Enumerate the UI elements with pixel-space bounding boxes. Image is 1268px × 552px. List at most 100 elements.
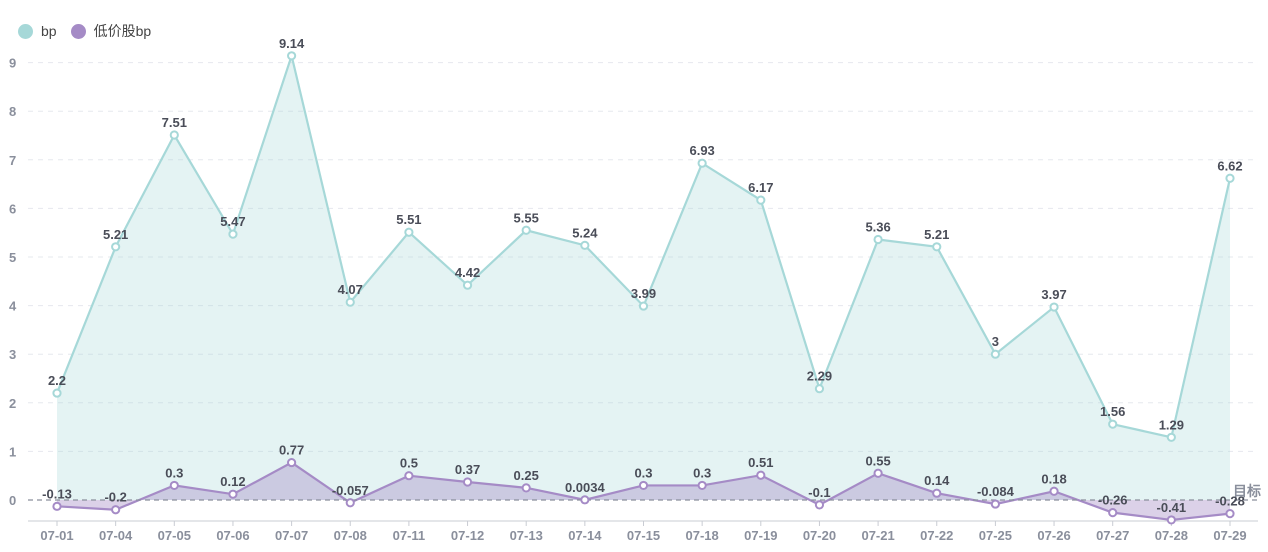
point-low-price-bp xyxy=(1225,509,1235,519)
x-tick-label: 07-13 xyxy=(510,528,543,543)
data-label-bp: 5.21 xyxy=(924,227,949,242)
data-label-bp: 6.93 xyxy=(689,143,714,158)
data-label-low-price-bp: -0.26 xyxy=(1098,493,1128,508)
x-tick-label: 07-29 xyxy=(1213,528,1246,543)
data-label-low-price-bp: 0.51 xyxy=(748,455,773,470)
data-label-low-price-bp: -0.084 xyxy=(977,484,1015,499)
x-tick-label: 07-12 xyxy=(451,528,484,543)
point-bp xyxy=(814,384,825,394)
data-label-bp: 5.55 xyxy=(514,210,539,225)
data-label-bp: 3 xyxy=(992,334,999,349)
x-tick-label: 07-11 xyxy=(393,528,426,543)
x-tick-label: 07-04 xyxy=(99,528,133,543)
data-label-low-price-bp: 0.55 xyxy=(865,453,890,468)
data-label-bp: 3.97 xyxy=(1041,287,1066,302)
data-label-bp: 7.51 xyxy=(162,115,187,130)
point-low-price-bp xyxy=(932,488,942,498)
point-bp xyxy=(932,242,942,252)
data-label-bp: 3.99 xyxy=(631,286,656,301)
point-low-price-bp xyxy=(404,471,414,481)
point-bp xyxy=(990,349,1001,359)
data-label-low-price-bp: 0.77 xyxy=(279,443,304,458)
area-low-price-bp xyxy=(57,462,1230,520)
data-label-bp: 1.56 xyxy=(1100,404,1125,419)
data-label-low-price-bp: -0.41 xyxy=(1157,500,1187,515)
x-tick-label: 07-19 xyxy=(744,528,777,543)
point-bp xyxy=(873,234,883,245)
data-label-low-price-bp: -0.28 xyxy=(1215,494,1245,509)
x-tick-label: 07-08 xyxy=(334,528,367,543)
x-tick-label: 07-26 xyxy=(1037,528,1070,543)
point-bp xyxy=(111,242,121,252)
data-label-bp: 2.2 xyxy=(48,373,66,388)
x-tick-label: 07-28 xyxy=(1155,528,1188,543)
point-bp xyxy=(1225,173,1235,183)
data-label-low-price-bp: 0.37 xyxy=(455,462,480,477)
point-low-price-bp xyxy=(345,498,355,508)
point-bp xyxy=(521,225,531,235)
x-tick-label: 07-07 xyxy=(275,528,308,543)
x-tick-label: 07-01 xyxy=(40,528,73,543)
y-tick-label: 7 xyxy=(9,153,16,168)
point-bp xyxy=(697,158,707,168)
point-bp xyxy=(580,240,590,250)
data-label-low-price-bp: 0.14 xyxy=(924,473,950,488)
point-bp xyxy=(169,130,179,140)
data-label-low-price-bp: -0.2 xyxy=(104,490,126,505)
point-bp xyxy=(1049,302,1059,312)
data-label-bp: 4.07 xyxy=(338,282,363,297)
data-label-low-price-bp: -0.057 xyxy=(332,483,369,498)
data-label-bp: 5.24 xyxy=(572,225,598,240)
x-tick-label: 07-25 xyxy=(979,528,1012,543)
y-tick-label: 5 xyxy=(9,250,16,265)
legend-item-bp[interactable]: bp xyxy=(18,23,57,39)
point-low-price-bp xyxy=(169,480,179,491)
data-label-low-price-bp: 0.25 xyxy=(514,468,539,483)
point-low-price-bp xyxy=(756,470,766,480)
point-low-price-bp xyxy=(228,489,238,499)
x-tick-label: 07-27 xyxy=(1096,528,1129,543)
data-label-bp: 2.29 xyxy=(807,369,832,384)
x-tick-label: 07-21 xyxy=(861,528,894,543)
point-bp xyxy=(756,195,766,205)
point-low-price-bp xyxy=(462,477,473,487)
data-label-low-price-bp: -0.1 xyxy=(808,485,830,500)
y-tick-label: 2 xyxy=(9,396,16,411)
data-label-low-price-bp: 0.18 xyxy=(1041,471,1066,486)
y-tick-label: 8 xyxy=(9,104,16,119)
legend-item-low-price-bp[interactable]: 低价股bp xyxy=(70,21,151,41)
data-label-bp: 9.14 xyxy=(279,36,305,51)
x-tick-label: 07-22 xyxy=(920,528,953,543)
target-label: 目标 xyxy=(1233,483,1261,499)
data-label-bp: 1.29 xyxy=(1159,417,1184,432)
x-tick-label: 07-15 xyxy=(627,528,660,543)
point-bp xyxy=(345,297,355,307)
x-tick-label: 07-18 xyxy=(686,528,719,543)
point-low-price-bp xyxy=(111,505,121,515)
point-bp xyxy=(404,227,414,237)
x-tick-label: 07-14 xyxy=(568,528,602,543)
point-low-price-bp xyxy=(990,499,1001,509)
point-bp xyxy=(1108,419,1118,429)
y-tick-label: 9 xyxy=(9,56,16,71)
point-low-price-bp xyxy=(287,457,297,468)
data-label-bp: 6.62 xyxy=(1217,158,1242,173)
legend: bp 低价股bp xyxy=(18,21,165,41)
legend-marker-low-price-bp xyxy=(70,23,86,39)
data-label-bp: 4.42 xyxy=(455,265,480,280)
point-low-price-bp xyxy=(873,468,883,478)
point-low-price-bp xyxy=(814,500,825,510)
data-label-low-price-bp: 0.3 xyxy=(634,465,652,480)
data-label-low-price-bp: 0.3 xyxy=(693,465,711,480)
y-tick-label: 6 xyxy=(9,201,16,216)
y-tick-label: 1 xyxy=(9,444,16,459)
data-label-bp: 5.36 xyxy=(865,220,890,235)
point-low-price-bp xyxy=(697,480,707,491)
data-label-low-price-bp: 0.0034 xyxy=(565,480,606,495)
point-bp xyxy=(462,280,473,290)
data-label-low-price-bp: 0.5 xyxy=(400,456,418,471)
y-tick-label: 4 xyxy=(9,299,17,314)
data-label-low-price-bp: 0.12 xyxy=(220,474,245,489)
point-bp xyxy=(52,388,62,398)
